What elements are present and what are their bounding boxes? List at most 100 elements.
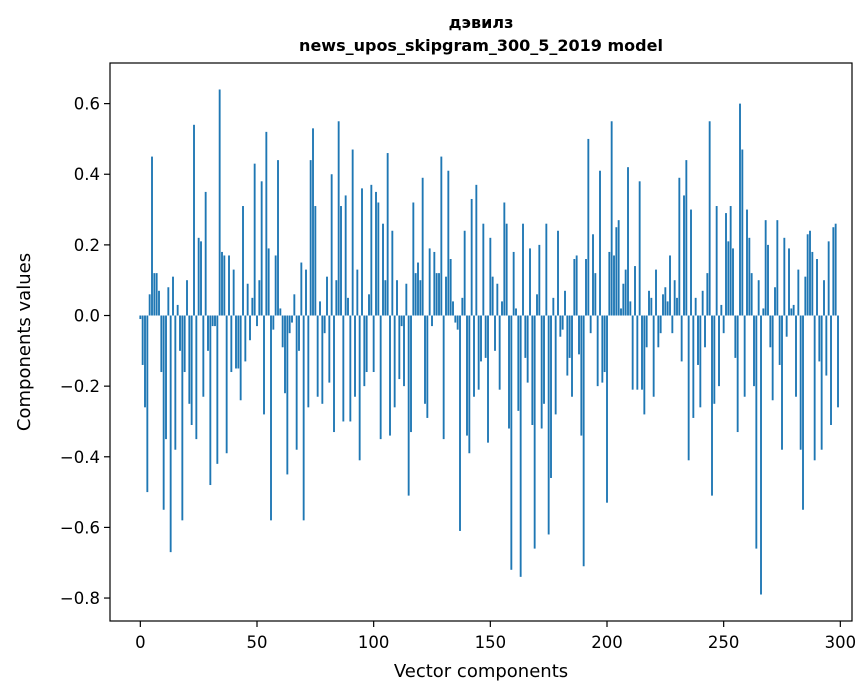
bar-199: [603, 315, 606, 373]
bar-35: [221, 251, 223, 316]
bar-230: [676, 297, 678, 316]
bar-20: [186, 280, 188, 316]
bar-69: [300, 262, 303, 316]
bar-173: [543, 315, 545, 404]
bar-146: [480, 315, 482, 362]
y-axis-label: Components values: [14, 253, 35, 431]
bar-39: [230, 315, 233, 373]
bar-294: [825, 315, 828, 376]
bar-36: [223, 255, 226, 316]
bar-147: [482, 223, 485, 316]
bar-290: [816, 259, 818, 316]
x-tick-label: 150: [475, 633, 507, 652]
bar-59: [277, 160, 279, 316]
bar-120: [419, 280, 422, 316]
bar-23: [193, 124, 195, 316]
bar-232: [680, 315, 683, 362]
bar-150: [489, 237, 492, 316]
bar-212: [634, 266, 636, 316]
bar-255: [734, 315, 737, 358]
bar-5: [151, 156, 153, 316]
bar-252: [727, 241, 730, 316]
bar-44: [242, 206, 244, 316]
bar-112: [400, 315, 403, 327]
bar-130: [442, 315, 445, 440]
bar-223: [659, 315, 662, 334]
bar-177: [552, 297, 555, 316]
chart-title-line2: news_upos_skipgram_300_5_2019 model: [299, 36, 663, 55]
bar-52: [260, 181, 263, 316]
bar-143: [473, 315, 475, 397]
bar-97: [365, 315, 368, 373]
bar-220: [652, 315, 655, 397]
bar-100: [372, 315, 375, 373]
bar-110: [396, 280, 398, 316]
bar-27: [202, 315, 205, 397]
bar-247: [715, 206, 718, 316]
bar-81: [328, 315, 331, 383]
bar-30: [209, 315, 212, 486]
bar-229: [673, 280, 676, 316]
bar-11: [165, 315, 167, 440]
bar-140: [466, 315, 468, 436]
bar-148: [484, 315, 487, 358]
bar-161: [515, 308, 517, 316]
bar-18: [181, 315, 184, 521]
bar-288: [811, 251, 814, 316]
bar-51: [258, 280, 261, 316]
bar-15: [174, 315, 177, 450]
bar-8: [158, 290, 160, 316]
bar-183: [566, 315, 569, 376]
bar-291: [818, 315, 821, 362]
bar-263: [753, 315, 755, 387]
x-axis-ticks: 0 50 100 150 200 250 300: [135, 621, 856, 652]
bar-13: [169, 315, 172, 553]
bar-153: [496, 283, 499, 316]
bar-73: [309, 160, 312, 316]
bar-277: [785, 315, 788, 337]
bar-246: [713, 315, 716, 404]
bar-262: [750, 273, 753, 316]
bar-168: [531, 315, 534, 425]
bar-48: [251, 297, 254, 316]
bar-231: [678, 177, 681, 316]
bar-238: [694, 297, 697, 316]
bar-71: [305, 269, 307, 316]
bar-278: [788, 248, 790, 316]
bar-80: [326, 276, 328, 316]
bar-4: [148, 294, 151, 316]
bar-139: [463, 230, 466, 316]
bar-123: [426, 315, 429, 418]
bar-149: [487, 315, 489, 443]
bar-28: [204, 191, 207, 316]
bar-245: [711, 315, 713, 496]
bar-242: [704, 315, 706, 348]
bar-138: [461, 297, 464, 316]
bar-250: [722, 315, 725, 334]
y-tick-label: 0.2: [74, 236, 100, 255]
bar-207: [622, 283, 625, 316]
bar-175: [547, 315, 550, 535]
bar-109: [393, 315, 396, 408]
bar-208: [624, 269, 627, 316]
bar-96: [363, 315, 366, 387]
bar-65: [291, 315, 293, 323]
bar-202: [610, 121, 613, 316]
bar-117: [412, 202, 415, 316]
bar-98: [368, 294, 370, 316]
bar-243: [706, 273, 709, 316]
bar-234: [685, 160, 688, 316]
bar-237: [692, 315, 695, 418]
bar-254: [732, 248, 734, 316]
bar-221: [655, 269, 657, 316]
bar-133: [449, 259, 452, 316]
bar-144: [475, 184, 478, 316]
bar-260: [746, 209, 748, 316]
bar-151: [491, 276, 494, 316]
bar-29: [207, 315, 209, 351]
bar-162: [517, 315, 520, 411]
bar-272: [774, 287, 776, 316]
bar-185: [571, 315, 573, 397]
bar-33: [216, 315, 219, 464]
